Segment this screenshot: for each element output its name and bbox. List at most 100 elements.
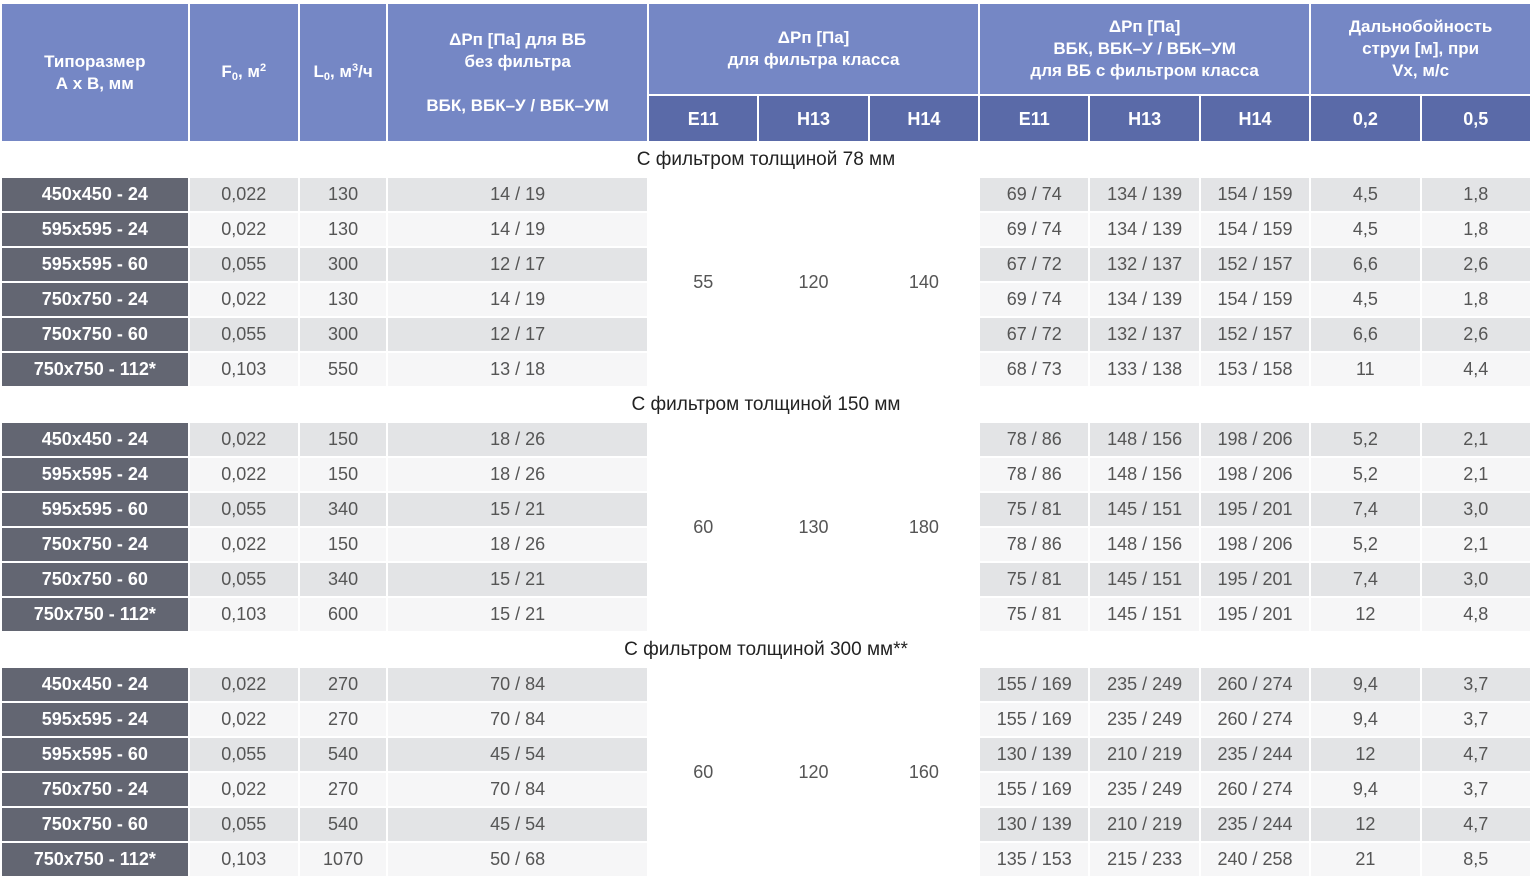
range-05-cell: 2,6 [1420, 317, 1533, 353]
f0-cell: 0,055 [188, 247, 300, 283]
size-cell: 595x595 - 24 [2, 702, 190, 738]
size-cell: 750x750 - 112* [2, 842, 190, 878]
table-row: 750x750 - 112* 0,103 600 15 / 21 75 / 81 145 … [2, 597, 1533, 633]
header-filter-h13: H13 [758, 95, 870, 143]
vb-h14-cell: 195 / 201 [1199, 597, 1312, 633]
f0-cell: 0,022 [188, 212, 300, 248]
table-header: Типоразмер А х В, мм F0, м2 L0, м3/ч ΔРп… [2, 4, 1533, 143]
header-l0: L0, м3/ч [298, 4, 389, 143]
size-cell: 750x750 - 24 [2, 282, 190, 318]
vb-h13-cell: 235 / 249 [1089, 702, 1201, 738]
range-02-cell: 9,4 [1310, 702, 1422, 738]
vb-h13-cell: 235 / 249 [1089, 772, 1201, 808]
vb-h13-cell: 210 / 219 [1089, 737, 1201, 773]
table-row: 595x595 - 60 0,055 340 15 / 21 75 / 81 145 / … [2, 492, 1533, 528]
dp-nofilter-cell: 70 / 84 [387, 772, 650, 808]
range-05-cell: 3,7 [1420, 702, 1533, 738]
range-02-cell: 5,2 [1310, 527, 1422, 563]
range-02-cell: 21 [1310, 842, 1422, 878]
header-vb-h14: H14 [1199, 95, 1312, 143]
vb-h13-cell: 132 / 137 [1089, 317, 1201, 353]
range-05-cell: 4,7 [1420, 807, 1533, 843]
dp-nofilter-cell: 14 / 19 [387, 177, 650, 213]
vb-e11-cell: 78 / 86 [979, 527, 1091, 563]
vb-e11-cell: 67 / 72 [979, 247, 1091, 283]
header-vx-02: 0,2 [1310, 95, 1422, 143]
table-row: 595x595 - 24 0,022 270 70 / 84 155 / 169 235 … [2, 702, 1533, 738]
vb-h13-cell: 145 / 151 [1089, 597, 1201, 633]
range-02-cell: 4,5 [1310, 282, 1422, 318]
filter-h13-cell: 120 [758, 177, 870, 388]
dp-nofilter-cell: 14 / 19 [387, 212, 650, 248]
f0-cell: 0,022 [188, 422, 300, 458]
dp-nofilter-cell: 18 / 26 [387, 527, 650, 563]
section-header-row: С фильтром толщиной 300 мм** [2, 632, 1532, 668]
range-05-cell: 2,1 [1420, 422, 1533, 458]
filter-h13-cell: 120 [758, 667, 870, 878]
size-cell: 750x750 - 112* [2, 352, 190, 388]
vb-e11-cell: 75 / 81 [979, 562, 1091, 598]
vb-h13-cell: 235 / 249 [1089, 667, 1201, 703]
l0-cell: 300 [298, 317, 389, 353]
size-cell: 750x750 - 60 [2, 317, 190, 353]
f0-cell: 0,055 [188, 737, 300, 773]
header-f0: F0, м2 [188, 4, 300, 143]
vb-e11-cell: 69 / 74 [979, 282, 1091, 318]
vb-h14-cell: 152 / 157 [1199, 247, 1312, 283]
vb-h14-cell: 240 / 258 [1199, 842, 1312, 878]
size-cell: 450x450 - 24 [2, 667, 190, 703]
size-cell: 595x595 - 24 [2, 212, 190, 248]
table-row: 750x750 - 24 0,022 150 18 / 26 78 / 86 148 / … [2, 527, 1533, 563]
range-02-cell: 9,4 [1310, 772, 1422, 808]
table-row: 595x595 - 60 0,055 300 12 / 17 67 / 72 132 / … [2, 247, 1533, 283]
vb-h14-cell: 153 / 158 [1199, 352, 1312, 388]
l0-cell: 340 [298, 492, 389, 528]
table-row: 595x595 - 24 0,022 150 18 / 26 78 / 86 148 / … [2, 457, 1533, 493]
range-02-cell: 5,2 [1310, 457, 1422, 493]
section-header-row: С фильтром толщиной 150 мм [2, 387, 1532, 423]
table-row: 750x750 - 112* 0,103 550 13 / 18 68 / 73 133 … [2, 352, 1533, 388]
f0-cell: 0,055 [188, 317, 300, 353]
dp-nofilter-cell: 12 / 17 [387, 247, 650, 283]
f0-cell: 0,055 [188, 492, 300, 528]
l0-cell: 540 [298, 737, 389, 773]
table-row: 750x750 - 24 0,022 270 70 / 84 155 / 169 235 … [2, 772, 1533, 808]
vb-e11-cell: 155 / 169 [979, 702, 1091, 738]
vb-h13-cell: 132 / 137 [1089, 247, 1201, 283]
f0-cell: 0,103 [188, 352, 300, 388]
size-cell: 750x750 - 112* [2, 597, 190, 633]
dp-nofilter-cell: 14 / 19 [387, 282, 650, 318]
vb-h14-cell: 260 / 274 [1199, 772, 1312, 808]
range-02-cell: 12 [1310, 597, 1422, 633]
dp-nofilter-cell: 18 / 26 [387, 457, 650, 493]
vb-h14-cell: 235 / 244 [1199, 737, 1312, 773]
vb-e11-cell: 78 / 86 [979, 422, 1091, 458]
range-05-cell: 2,1 [1420, 527, 1533, 563]
header-dp-vb: ΔРп [Па] ВБК, ВБК–У / ВБК–УМ для ВБ с фи… [979, 4, 1312, 96]
header-size: Типоразмер А х В, мм [2, 4, 190, 143]
range-05-cell: 2,1 [1420, 457, 1533, 493]
header-vx-05: 0,5 [1420, 95, 1533, 143]
section-title: С фильтром толщиной 300 мм** [2, 632, 1532, 668]
range-05-cell: 3,0 [1420, 492, 1533, 528]
table-row: 450x450 - 24 0,022 130 14 / 19 55 120 140 69 / … [2, 177, 1533, 388]
vb-h13-cell: 145 / 151 [1089, 562, 1201, 598]
l0-cell: 130 [298, 212, 389, 248]
vb-h13-cell: 215 / 233 [1089, 842, 1201, 878]
l0-cell: 270 [298, 702, 389, 738]
range-05-cell: 4,7 [1420, 737, 1533, 773]
f0-cell: 0,103 [188, 597, 300, 633]
vb-h14-cell: 195 / 201 [1199, 492, 1312, 528]
range-05-cell: 4,4 [1420, 352, 1533, 388]
vb-h13-cell: 134 / 139 [1089, 177, 1201, 213]
range-02-cell: 7,4 [1310, 492, 1422, 528]
table-body: С фильтром толщиной 78 мм 450x450 - 24 0,0… [2, 142, 1533, 878]
vb-e11-cell: 78 / 86 [979, 457, 1091, 493]
size-cell: 750x750 - 60 [2, 562, 190, 598]
range-02-cell: 11 [1310, 352, 1422, 388]
size-cell: 750x750 - 24 [2, 527, 190, 563]
table-row: 595x595 - 24 0,022 130 14 / 19 69 / 74 134 / … [2, 212, 1533, 248]
l0-cell: 150 [298, 527, 389, 563]
size-cell: 595x595 - 60 [2, 737, 190, 773]
vb-h14-cell: 198 / 206 [1199, 457, 1312, 493]
